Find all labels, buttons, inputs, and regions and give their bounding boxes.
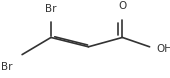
Text: O: O (118, 1, 126, 11)
Text: OH: OH (156, 44, 170, 54)
Text: Br: Br (1, 62, 13, 72)
Text: Br: Br (45, 4, 57, 14)
